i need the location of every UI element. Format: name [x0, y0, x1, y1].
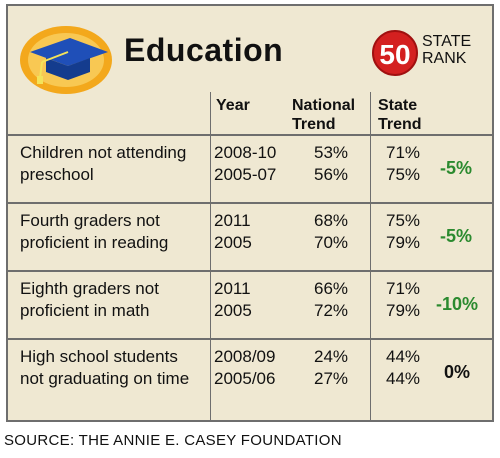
- state-rank-badge: 50: [372, 30, 418, 76]
- row-label-line2: preschool: [20, 165, 94, 184]
- national-value: 70%: [314, 233, 349, 252]
- row-label-line2: proficient in reading: [20, 233, 169, 252]
- national-trend-header-line2: Trend: [292, 116, 336, 133]
- national-value: 27%: [314, 369, 349, 388]
- row-label-line1: High school students: [20, 347, 178, 366]
- national-trend-cell: 68% 70%: [314, 210, 348, 254]
- national-value: 72%: [314, 301, 349, 320]
- year-value: 2005: [214, 233, 252, 252]
- table-row: Fourth graders not proficient in reading…: [8, 206, 492, 272]
- national-value: 56%: [314, 165, 349, 184]
- change-value: -5%: [440, 226, 473, 246]
- divider: [8, 134, 492, 136]
- national-trend-cell: 24% 27%: [314, 346, 348, 390]
- state-rank-label: STATE RANK: [422, 33, 471, 67]
- row-label: High school students not graduating on t…: [20, 346, 189, 390]
- state-trend-cell: 71% 75%: [386, 142, 420, 186]
- education-panel: Education 50 STATE RANK Year National Tr…: [6, 4, 494, 422]
- state-trend-cell: 71% 79%: [386, 278, 420, 322]
- table-row: Children not attending preschool 2008-10…: [8, 138, 492, 204]
- year-cell: 2008/09 2005/06: [214, 346, 275, 390]
- page-title: Education: [124, 32, 284, 68]
- divider: [210, 92, 211, 420]
- row-label: Eighth graders not proficient in math: [20, 278, 159, 322]
- table-row: Eighth graders not proficient in math 20…: [8, 274, 492, 340]
- divider: [8, 270, 492, 272]
- state-trend-header-line2: Trend: [378, 116, 422, 133]
- state-rank-label-line2: RANK: [422, 50, 467, 67]
- title-bar: Education 50 STATE RANK: [8, 6, 492, 94]
- state-value: 71%: [386, 279, 421, 298]
- state-value: 79%: [386, 301, 421, 320]
- national-value: 66%: [314, 279, 349, 298]
- year-value: 2008/09: [214, 347, 276, 366]
- national-value: 68%: [314, 211, 349, 230]
- source-credit: SOURCE: THE ANNIE E. CASEY FOUNDATION: [4, 432, 342, 449]
- state-trend-cell: 75% 79%: [386, 210, 420, 254]
- state-trend-header: State Trend: [378, 96, 422, 134]
- year-value: 2011: [214, 279, 251, 298]
- row-label-line2: proficient in math: [20, 301, 150, 320]
- national-value: 53%: [314, 143, 349, 162]
- table-row: High school students not graduating on t…: [8, 342, 492, 408]
- state-trend-header-line1: State: [378, 97, 418, 114]
- row-label-line1: Children not attending: [20, 143, 187, 162]
- year-cell: 2008-10 2005-07: [214, 142, 276, 186]
- national-trend-header-line1: National: [292, 97, 356, 114]
- row-label: Children not attending preschool: [20, 142, 186, 186]
- state-value: 79%: [386, 233, 421, 252]
- change-value: -10%: [436, 294, 479, 314]
- year-value: 2011: [214, 211, 251, 230]
- row-label-line1: Fourth graders not: [20, 211, 160, 230]
- divider: [370, 92, 371, 420]
- year-value: 2005-07: [214, 165, 277, 184]
- row-label: Fourth graders not proficient in reading: [20, 210, 168, 254]
- change-value: 0%: [444, 362, 471, 382]
- state-value: 75%: [386, 165, 421, 184]
- divider: [8, 338, 492, 340]
- state-value: 71%: [386, 143, 421, 162]
- year-cell: 2011 2005: [214, 210, 252, 254]
- national-trend-cell: 66% 72%: [314, 278, 348, 322]
- row-label-line1: Eighth graders not: [20, 279, 159, 298]
- table-header: Year National Trend State Trend: [8, 92, 492, 136]
- state-rank-label-line1: STATE: [422, 33, 472, 50]
- national-trend-cell: 53% 56%: [314, 142, 348, 186]
- national-value: 24%: [314, 347, 349, 366]
- year-column-header: Year: [216, 97, 250, 114]
- year-cell: 2011 2005: [214, 278, 252, 322]
- change-value: -5%: [440, 158, 473, 178]
- national-trend-header: National Trend: [292, 96, 355, 134]
- year-value: 2005/06: [214, 369, 276, 388]
- graduation-cap-icon: [20, 26, 112, 94]
- state-value: 75%: [386, 211, 421, 230]
- divider: [8, 202, 492, 204]
- year-value: 2008-10: [214, 143, 277, 162]
- row-label-line2: not graduating on time: [20, 369, 190, 388]
- year-value: 2005: [214, 301, 252, 320]
- state-value: 44%: [386, 347, 421, 366]
- state-trend-cell: 44% 44%: [386, 346, 420, 390]
- state-value: 44%: [386, 369, 421, 388]
